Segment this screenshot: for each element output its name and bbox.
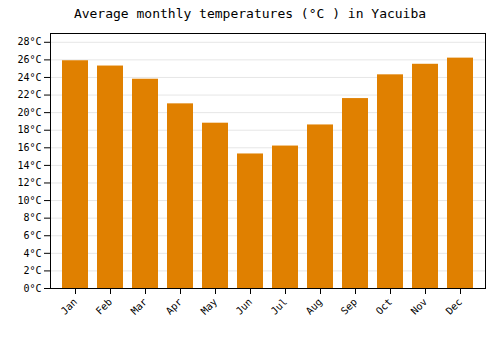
svg-text:14°C: 14°C [17,160,41,171]
svg-text:Dec: Dec [444,296,465,317]
svg-text:4°C: 4°C [23,248,41,259]
svg-text:Oct: Oct [374,296,395,317]
svg-text:8°C: 8°C [23,212,41,223]
svg-text:Jan: Jan [59,296,80,317]
svg-text:20°C: 20°C [17,107,41,118]
svg-text:26°C: 26°C [17,54,41,65]
svg-text:Apr: Apr [164,296,185,317]
svg-text:18°C: 18°C [17,124,41,135]
svg-text:Feb: Feb [94,296,115,317]
svg-text:Jul: Jul [269,296,290,317]
svg-text:Aug: Aug [304,296,325,317]
svg-text:Sep: Sep [339,296,360,317]
svg-text:22°C: 22°C [17,89,41,100]
svg-text:May: May [199,296,220,317]
svg-text:6°C: 6°C [23,230,41,241]
svg-text:16°C: 16°C [17,142,41,153]
svg-text:10°C: 10°C [17,195,41,206]
svg-text:0°C: 0°C [23,283,41,294]
svg-text:Nov: Nov [409,296,430,317]
svg-text:28°C: 28°C [17,36,41,47]
svg-text:Jun: Jun [234,296,255,317]
svg-text:2°C: 2°C [23,265,41,276]
svg-text:12°C: 12°C [17,177,41,188]
html-text:Average monthly temperatures (: Average monthly temperatures (°C ) in Ya… [73,6,427,21]
svg-text:Mar: Mar [129,296,150,317]
svg-text:24°C: 24°C [17,72,41,83]
